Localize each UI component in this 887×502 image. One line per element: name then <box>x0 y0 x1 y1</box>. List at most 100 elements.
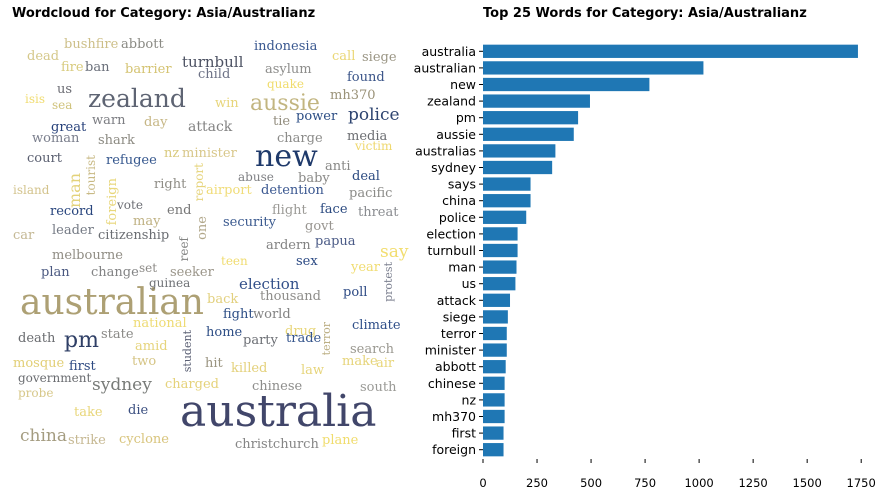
wordcloud-word: year <box>351 260 381 275</box>
bar <box>483 194 531 208</box>
y-tick-label: china <box>442 193 476 208</box>
wordcloud-word: abbott <box>121 37 164 52</box>
wordcloud-word: media <box>347 129 388 144</box>
wordcloud-word: deal <box>352 169 380 184</box>
wordcloud-word: day <box>144 115 168 130</box>
wordcloud-word: threat <box>358 205 399 220</box>
wordcloud-word: sea <box>52 98 73 112</box>
y-tick-label: first <box>452 426 477 441</box>
wordcloud-word: christchurch <box>235 437 319 452</box>
y-tick-label: says <box>448 177 476 192</box>
wordcloud-word: say <box>380 242 409 262</box>
bar <box>483 243 518 258</box>
wordcloud-word: face <box>320 202 348 217</box>
wordcloud-word: election <box>239 275 300 293</box>
wordcloud-word: hit <box>205 356 223 371</box>
wordcloud: australia australian new zealand aussie pm syd… <box>10 30 409 460</box>
wordcloud-word: plan <box>41 265 70 280</box>
y-tick-label: australian <box>414 60 476 75</box>
wordcloud-word: power <box>296 109 338 124</box>
wordcloud-word: asylum <box>265 62 312 77</box>
bar <box>483 77 650 92</box>
wordcloud-word: mosque <box>13 356 65 371</box>
wordcloud-word: dead <box>27 49 60 64</box>
wordcloud-word: us <box>57 82 73 97</box>
bar <box>483 343 507 357</box>
wordcloud-word: security <box>223 215 276 230</box>
wordcloud-word: mh370 <box>330 88 376 103</box>
y-tick-label: election <box>426 226 476 241</box>
wordcloud-word: ardern <box>266 238 311 253</box>
bar <box>483 277 516 291</box>
wordcloud-word: attack <box>188 119 233 135</box>
x-tick-label: 1000 <box>684 476 713 490</box>
wordcloud-word: change <box>91 265 139 280</box>
wordcloud-word: anti <box>325 159 351 174</box>
wordcloud-word: quake <box>267 77 304 91</box>
wordcloud-word: may <box>133 214 161 229</box>
bar <box>483 310 508 324</box>
wordcloud-word: death <box>18 331 56 346</box>
wordcloud-word: bushfire <box>64 37 119 52</box>
wordcloud-word: die <box>128 403 149 418</box>
bar <box>483 160 553 175</box>
y-tick-label: sydney <box>431 160 476 175</box>
bar <box>483 260 517 274</box>
wordcloud-word: world <box>253 307 291 322</box>
wordcloud-word: found <box>347 70 385 85</box>
wordcloud-word: australian <box>20 282 204 323</box>
bar <box>483 210 527 224</box>
y-tick-label: zealand <box>427 94 476 109</box>
bar <box>483 393 505 407</box>
wordcloud-word: set <box>139 261 158 275</box>
x-tick-label: 0 <box>479 476 486 490</box>
wordcloud-word: great <box>51 120 87 135</box>
wordcloud-word: new <box>255 139 318 174</box>
wordcloud-word: govt <box>305 219 334 234</box>
wordcloud-word: papua <box>315 234 356 249</box>
wordcloud-word: law <box>301 363 325 378</box>
bar <box>483 177 531 191</box>
wordcloud-word: baby <box>298 171 330 186</box>
wordcloud-word: back <box>207 292 239 307</box>
bar <box>483 111 579 125</box>
bar-chart-title: Top 25 Words for Category: Asia/Australi… <box>483 6 807 21</box>
wordcloud-word: citizenship <box>98 228 170 243</box>
wordcloud-word: barrier <box>125 62 172 77</box>
wordcloud-word: air <box>376 356 395 371</box>
wordcloud-word: court <box>27 151 62 166</box>
wordcloud-word: national <box>133 316 187 331</box>
bar <box>483 293 511 307</box>
wordcloud-word: state <box>101 327 134 342</box>
wordcloud-word: sex <box>296 254 318 269</box>
wordcloud-word: probe <box>18 386 54 400</box>
wordcloud-word: record <box>50 204 94 219</box>
x-tick-label: 1750 <box>847 476 876 490</box>
wordcloud-word: guinea <box>149 276 191 290</box>
wordcloud-word: child <box>198 67 231 82</box>
x-tick-label: 250 <box>526 476 548 490</box>
wordcloud-word: amid <box>135 339 168 354</box>
y-tick-label: us <box>462 276 476 291</box>
y-tick-label: nz <box>462 392 477 407</box>
wordcloud-word: first <box>69 359 96 374</box>
y-tick-label: terror <box>441 326 477 341</box>
wordcloud-word: climate <box>352 318 401 333</box>
wordcloud-word: minister <box>182 146 237 161</box>
y-tick-label: minister <box>425 343 477 358</box>
y-tick-label: turnbull <box>428 243 476 258</box>
wordcloud-word: trade <box>286 331 322 346</box>
wordcloud-word: right <box>154 177 187 192</box>
wordcloud-word: nz <box>164 146 180 161</box>
wordcloud-word: zealand <box>88 84 186 113</box>
wordcloud-word: australia <box>180 386 377 437</box>
wordcloud-word: south <box>360 380 397 395</box>
x-tick-label: 500 <box>580 476 602 490</box>
wordcloud-word: two <box>132 354 157 369</box>
bar <box>483 44 858 58</box>
wordcloud-word: airport <box>206 183 252 198</box>
x-tick-label: 1250 <box>738 476 767 490</box>
wordcloud-word: ban <box>85 60 110 75</box>
y-tick-label: aussie <box>436 127 476 142</box>
